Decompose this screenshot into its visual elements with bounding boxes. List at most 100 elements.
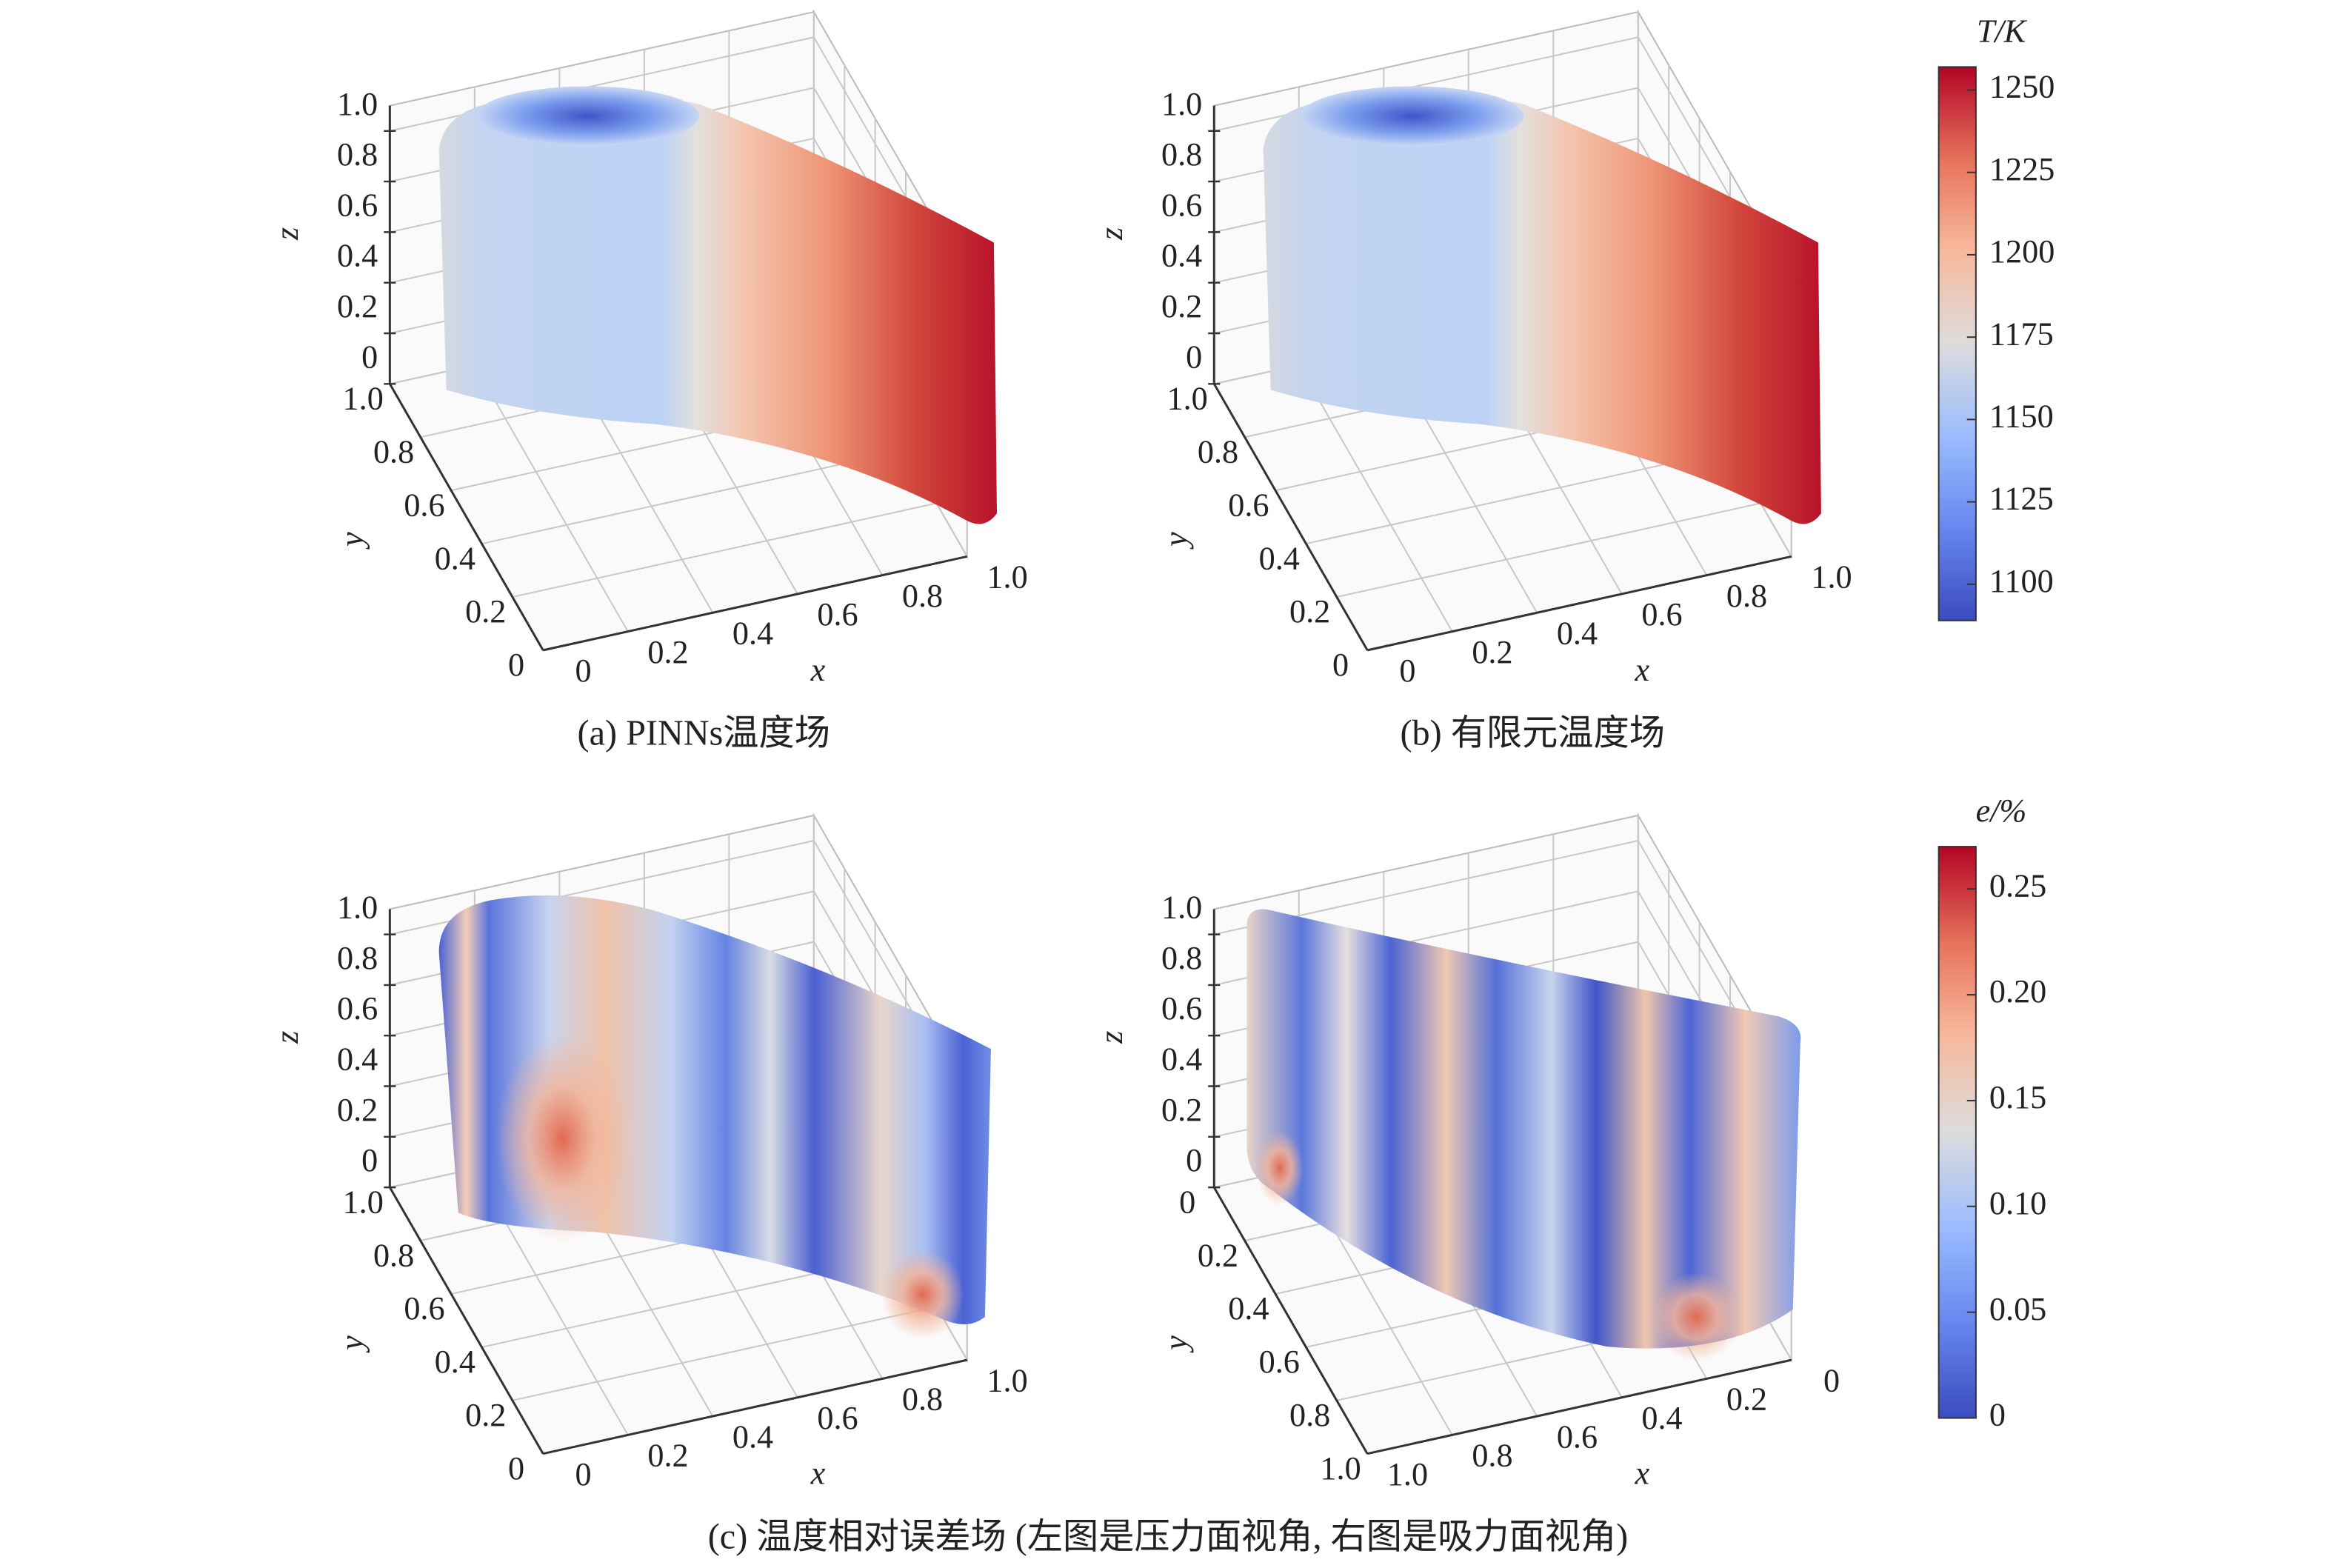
caption: (c) 温度相对误差场 (左图是压力面视角, 右图是吸力面视角): [708, 1517, 1628, 1556]
z-axis-label: z: [269, 1031, 305, 1044]
y-tick-label: 0.4: [435, 1344, 475, 1380]
y-tick-label: 0.8: [1198, 433, 1238, 470]
grid-line: [481, 449, 907, 545]
y-tick-label: 1.0: [1320, 1450, 1361, 1487]
y-tick-label: 0.4: [435, 540, 475, 576]
y-tick-label: 0.2: [1289, 593, 1330, 630]
x-tick-label: 0.2: [647, 1438, 688, 1474]
x-tick-label: 0.4: [732, 1418, 773, 1455]
z-tick-label: 0.8: [337, 136, 378, 173]
z-tick-label: 0.2: [337, 1092, 378, 1128]
x-tick-label: 0.8: [902, 1381, 943, 1418]
y-tick-label: 0.8: [373, 433, 414, 470]
colorbar-tick-label: 1200: [1989, 233, 2055, 270]
y-tick-label: 0.6: [404, 1290, 444, 1327]
x-tick-label: 0.6: [817, 1400, 858, 1436]
blade-cap: [475, 86, 700, 146]
y-tick-label: 1.0: [343, 381, 384, 417]
colorbar-tick-label: 0.05: [1989, 1291, 2046, 1327]
x-tick-label: 0.6: [1557, 1418, 1598, 1455]
y-tick-label: 0.4: [1259, 540, 1300, 576]
x-tick-label: 0.8: [902, 578, 943, 614]
z-tick-label: 0.2: [337, 288, 378, 324]
y-axis-line: [1212, 383, 1369, 651]
z-tick-label: 0.4: [1161, 1041, 1202, 1078]
x-axis-line: [1366, 555, 1792, 652]
y-tick-label: 0: [508, 647, 524, 683]
y-axis-line: [1212, 1187, 1369, 1455]
error-hotspot: [495, 1034, 630, 1243]
x-tick-label: 0: [1399, 653, 1415, 689]
x-tick-label: 0.2: [647, 634, 688, 670]
x-tick-label: 1.0: [1811, 559, 1852, 595]
y-axis-label: y: [333, 532, 370, 550]
y-tick-label: 0.8: [373, 1237, 414, 1273]
colorbar-label: e/%: [1976, 793, 2027, 829]
x-tick-label: 1.0: [987, 1362, 1027, 1398]
z-tick-label: 0.4: [337, 238, 378, 274]
z-tick-label: 1.0: [337, 890, 378, 926]
x-tick-label: 0.6: [817, 596, 858, 633]
y-tick-label: 0: [1332, 647, 1349, 683]
caption: (b) 有限元温度场: [1400, 713, 1664, 753]
x-tick-label: 0.6: [1641, 596, 1682, 633]
x-tick-label: 0: [575, 653, 591, 689]
error-hotspot: [881, 1250, 964, 1340]
z-tick-label: 0.4: [337, 1041, 378, 1078]
z-tick-label: 0.6: [1161, 187, 1202, 223]
z-tick-label: 0.6: [1161, 990, 1202, 1027]
y-axis-line: [389, 1187, 544, 1455]
y-tick-label: 0.6: [1259, 1344, 1300, 1380]
colorbar-tick-label: 1175: [1989, 316, 2054, 352]
z-tick-label: 0.4: [1161, 238, 1202, 274]
colorbar-tick-label: 1150: [1989, 398, 2054, 435]
x-axis-label: x: [810, 1455, 826, 1492]
z-tick-label: 1.0: [337, 86, 378, 122]
x-tick-label: 0.4: [1641, 1400, 1682, 1436]
blade-surface: [438, 91, 997, 524]
z-axis-label: z: [1093, 227, 1129, 241]
z-tick-label: 0.6: [337, 187, 378, 223]
y-axis-line: [389, 383, 544, 651]
x-tick-label: 0: [575, 1456, 591, 1492]
y-tick-label: 1.0: [1167, 381, 1208, 417]
error-hotspot: [1255, 1130, 1304, 1206]
z-tick-label: 0: [361, 338, 378, 375]
x-tick-label: 0.2: [1472, 634, 1512, 670]
x-tick-label: 0.4: [732, 615, 773, 652]
z-tick-label: 0.2: [1161, 288, 1202, 324]
colorbar-tick-label: 0: [1989, 1397, 2006, 1433]
grid-line: [473, 364, 629, 633]
x-axis-label: x: [1635, 1455, 1650, 1492]
y-axis-label: y: [1158, 1335, 1194, 1353]
y-tick-label: 0.6: [1228, 487, 1269, 523]
x-axis-label: x: [1635, 652, 1650, 688]
y-tick-label: 0.2: [465, 1397, 506, 1433]
y-axis-label: y: [1158, 532, 1194, 550]
colorbar-tick-label: 0.10: [1989, 1185, 2046, 1221]
colorbar-tick-label: 1250: [1989, 69, 2055, 105]
z-tick-label: 0: [1186, 338, 1202, 375]
y-tick-label: 0: [1179, 1184, 1195, 1220]
colorbar-tick-label: 0.15: [1989, 1079, 2046, 1115]
colorbar-tick-label: 1100: [1989, 563, 2054, 599]
x-tick-label: 0.8: [1472, 1438, 1512, 1474]
surfaces: [438, 86, 1821, 1362]
z-tick-label: 0.8: [1161, 940, 1202, 976]
z-axis-label: z: [1093, 1031, 1129, 1044]
colorbar-tick-label: 0.20: [1989, 973, 2046, 1010]
blade-cap: [1300, 86, 1524, 146]
grid-line: [1306, 449, 1731, 545]
z-tick-label: 0.8: [1161, 136, 1202, 173]
colorbar: [1938, 66, 1977, 621]
caption: (a) PINNs温度场: [578, 713, 830, 753]
y-tick-label: 0.2: [465, 593, 506, 630]
x-axis-line: [542, 1358, 968, 1455]
x-axis-label: x: [810, 652, 826, 688]
z-tick-label: 1.0: [1161, 890, 1202, 926]
x-tick-label: 1.0: [987, 559, 1027, 595]
x-tick-label: 1.0: [1387, 1456, 1428, 1492]
y-axis-label: y: [333, 1335, 370, 1353]
colorbar-tick-label: 1125: [1989, 481, 2054, 517]
